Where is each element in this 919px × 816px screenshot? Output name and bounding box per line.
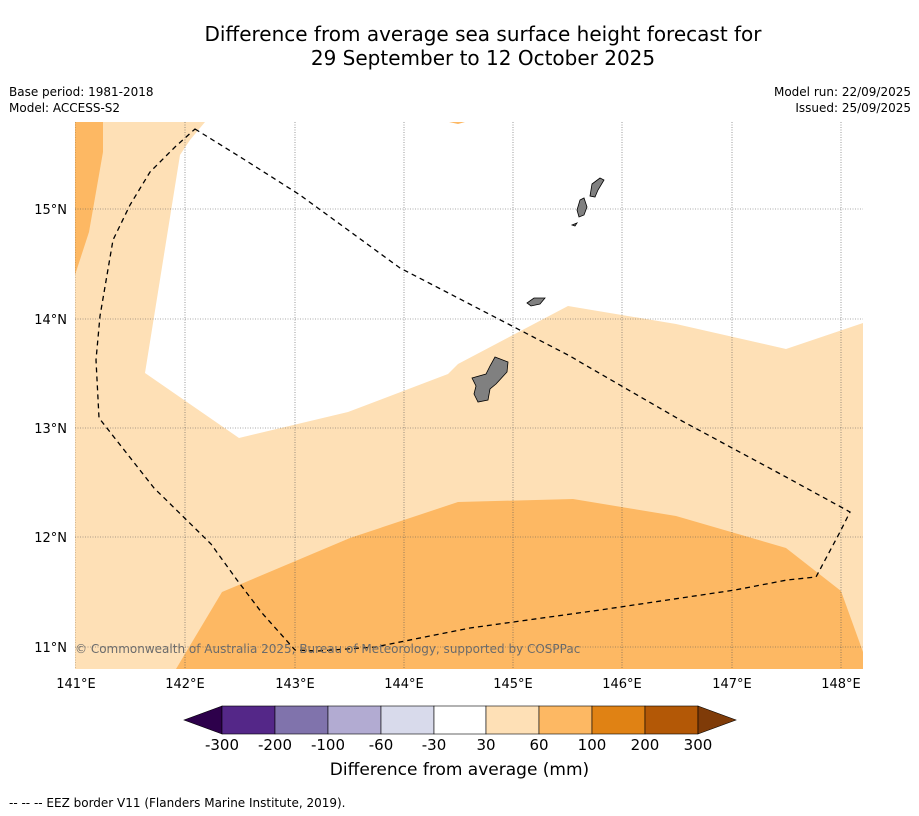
lat-label: 12°N: [34, 531, 67, 546]
colorbar-tick: 100: [577, 736, 607, 754]
meta-left: Base period: 1981-2018 Model: ACCESS-S2: [9, 84, 154, 116]
lat-label: 13°N: [34, 422, 67, 437]
issued-date: Issued: 25/09/2025: [795, 101, 911, 115]
footer-note: -- -- -- EEZ border V11 (Flanders Marine…: [9, 796, 346, 810]
contour-60-100-west: [75, 122, 103, 275]
map-title: Difference from average sea surface heig…: [0, 22, 919, 70]
colorbar-swatch: [591, 705, 646, 735]
lat-label: 11°N: [34, 641, 67, 656]
model-run: Model run: 22/09/2025: [773, 85, 911, 99]
colorbar-swatch: [327, 705, 382, 735]
island-saipan: [589, 177, 605, 198]
contour-sliver-top: [449, 122, 465, 124]
colorbar-tick: -200: [257, 736, 293, 754]
island-tinian: [576, 197, 588, 218]
lon-label: 148°E: [821, 677, 861, 692]
lon-label: 143°E: [275, 677, 315, 692]
map-area: © Commonwealth of Australia 2025, Bureau…: [75, 122, 863, 669]
colorbar-tick: -60: [368, 736, 394, 754]
colorbar-tick: 60: [529, 736, 549, 754]
lon-label: 142°E: [165, 677, 205, 692]
colorbar-tick: -300: [204, 736, 240, 754]
contour-60-100: [176, 499, 863, 669]
lat-label: 15°N: [34, 203, 67, 218]
lon-label: 146°E: [602, 677, 642, 692]
colorbar-swatch: [433, 705, 487, 735]
title-line-2: 29 September to 12 October 2025: [310, 46, 656, 70]
model-name: Model: ACCESS-S2: [9, 101, 121, 115]
lon-labels: 141°E 142°E 143°E 144°E 145°E 146°E 147°…: [56, 677, 861, 692]
islands: [471, 177, 605, 403]
lon-label: 141°E: [56, 677, 96, 692]
colorbar-tick: -100: [310, 736, 346, 754]
colorbar: [183, 705, 737, 735]
colorbar-swatch: [274, 705, 329, 735]
colorbar-over: [697, 705, 737, 735]
colorbar-tick: 300: [683, 736, 713, 754]
meta-right: Model run: 22/09/2025 Issued: 25/09/2025: [774, 84, 911, 116]
colorbar-tick: 30: [476, 736, 496, 754]
lon-label: 145°E: [493, 677, 533, 692]
island-guam: [471, 356, 509, 403]
colorbar-swatch: [485, 705, 540, 735]
lon-label: 144°E: [384, 677, 424, 692]
graticule: [75, 122, 863, 669]
lat-label: 14°N: [34, 313, 67, 328]
island-aguijan: [570, 222, 579, 227]
colorbar-label: Difference from average (mm): [329, 760, 590, 780]
colorbar-swatch: [221, 705, 276, 735]
lon-label: 147°E: [712, 677, 752, 692]
title-line-1: Difference from average sea surface heig…: [204, 22, 762, 46]
colorbar-tick: 200: [630, 736, 660, 754]
contour-neutral: [145, 122, 863, 438]
colorbar-swatch: [644, 705, 699, 735]
island-rota: [526, 297, 546, 307]
colorbar-under: [183, 705, 223, 735]
eez-border: [95, 128, 851, 652]
base-period: Base period: 1981-2018: [9, 85, 154, 99]
colorbar-swatch: [538, 705, 593, 735]
lat-labels: 15°N 14°N 13°N 12°N 11°N: [34, 203, 67, 656]
colorbar-swatch: [380, 705, 435, 735]
credit-text: © Commonwealth of Australia 2025, Bureau…: [75, 642, 580, 656]
colorbar-tick: -30: [421, 736, 447, 754]
